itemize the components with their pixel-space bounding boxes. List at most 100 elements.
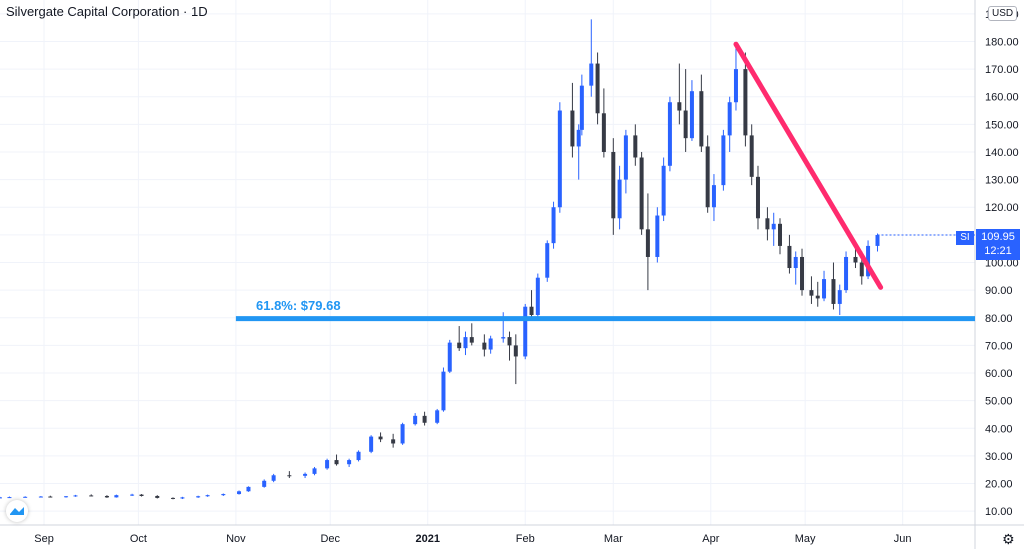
- candle-body: [23, 496, 28, 498]
- candle-body: [139, 494, 144, 496]
- candle-body: [48, 496, 53, 498]
- tradingview-logo-icon[interactable]: [6, 500, 28, 522]
- price-tick-label: 150.00: [985, 119, 1019, 131]
- candle-body: [246, 486, 251, 492]
- candle-body: [755, 176, 760, 219]
- candle-body: [287, 475, 292, 477]
- time-tick-label: Feb: [516, 533, 535, 545]
- candle-body: [334, 460, 339, 465]
- price-tick-label: 10.00: [985, 506, 1013, 518]
- candle-body: [749, 135, 754, 177]
- candle-body: [196, 496, 201, 498]
- candle-body: [661, 165, 666, 216]
- candle-body: [170, 497, 175, 499]
- candles: [0, 19, 880, 500]
- candle-body: [699, 91, 704, 147]
- candle-body: [721, 135, 726, 186]
- candle-body: [570, 110, 575, 147]
- candle-body: [579, 85, 584, 130]
- candle-body: [369, 436, 374, 452]
- drawings: [235, 41, 975, 322]
- candle-body: [155, 495, 160, 498]
- price-tick-label: 50.00: [985, 396, 1013, 408]
- time-tick-label: Mar: [604, 533, 623, 545]
- time-tick-label: 2021: [415, 533, 439, 545]
- candle-body: [523, 306, 528, 357]
- price-tick-label: 70.00: [985, 340, 1013, 352]
- candle-body: [205, 495, 210, 497]
- candle-body: [743, 69, 748, 136]
- candle-body: [391, 439, 396, 444]
- candle-body: [793, 256, 798, 269]
- candle-body: [38, 496, 43, 498]
- time-tick-label: Sep: [34, 533, 54, 545]
- candle-body: [501, 337, 506, 339]
- candle-body: [114, 495, 119, 498]
- candle-body: [545, 243, 550, 278]
- candle-body: [800, 256, 805, 291]
- candle-body: [64, 496, 69, 498]
- candle-body: [576, 129, 581, 147]
- candle-body: [413, 415, 418, 425]
- candle-body: [457, 342, 462, 349]
- candle-body: [617, 179, 622, 219]
- candle-body: [866, 245, 871, 277]
- candle-body: [595, 63, 600, 114]
- candle-body: [237, 491, 242, 495]
- time-tick-label: Oct: [130, 533, 147, 545]
- candle-body: [271, 475, 276, 481]
- candle-body: [422, 415, 427, 423]
- price-tick-label: 120.00: [985, 202, 1019, 214]
- price-tick-label: 90.00: [985, 285, 1013, 297]
- candle-body: [765, 218, 770, 230]
- candle-body: [822, 279, 827, 299]
- candle-body: [589, 63, 594, 86]
- candle-body: [303, 473, 308, 476]
- price-tick-label: 100.00: [985, 258, 1019, 270]
- candle-body: [689, 91, 694, 139]
- candle-body: [844, 256, 849, 291]
- candle-body: [513, 345, 518, 357]
- candle-body: [655, 215, 660, 257]
- fib-level-label: 61.8%: $79.68: [256, 298, 341, 313]
- candle-body: [0, 497, 2, 499]
- candle-body: [601, 113, 606, 152]
- candle-body: [733, 69, 738, 103]
- last-price: 109.95: [981, 231, 1015, 243]
- price-tick-label: 160.00: [985, 92, 1019, 104]
- time-tick-label: May: [795, 533, 816, 545]
- candle-body: [529, 306, 534, 315]
- candle-body: [551, 207, 556, 244]
- candle-body: [325, 460, 330, 469]
- time-tick-label: Dec: [320, 533, 340, 545]
- candle-body: [667, 102, 672, 166]
- candle-body: [221, 494, 226, 496]
- symbol-tag: SI: [956, 231, 974, 245]
- candle-body: [809, 290, 814, 296]
- candle-body: [859, 262, 864, 277]
- candle-body: [312, 468, 317, 474]
- price-tick-label: 30.00: [985, 451, 1013, 463]
- candle-body: [89, 495, 94, 497]
- candle-body: [815, 295, 820, 299]
- candle-body: [130, 494, 135, 496]
- price-tick-label: 80.00: [985, 313, 1013, 325]
- candle-body: [400, 424, 405, 444]
- candle-body: [488, 338, 493, 350]
- candle-body: [356, 451, 361, 461]
- candle-body: [447, 342, 452, 372]
- candle-body: [507, 337, 512, 346]
- candle-body: [104, 495, 109, 498]
- candle-body: [677, 102, 682, 111]
- candle-body: [705, 146, 710, 208]
- candle-body: [347, 460, 352, 465]
- trendline: [733, 41, 884, 290]
- gear-icon[interactable]: ⚙: [1002, 531, 1015, 547]
- candle-body: [482, 342, 487, 350]
- candle-body: [853, 256, 858, 263]
- currency-button[interactable]: USD: [988, 6, 1018, 21]
- candle-body: [639, 157, 644, 230]
- candle-body: [831, 279, 836, 304]
- candle-body: [611, 151, 616, 219]
